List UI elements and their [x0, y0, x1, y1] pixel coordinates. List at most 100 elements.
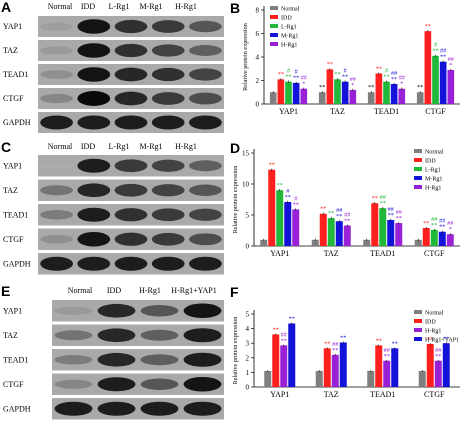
bar	[292, 82, 300, 104]
significance-mark: **	[443, 335, 449, 342]
bar	[375, 73, 383, 104]
x-tick-label: TAZ	[324, 390, 339, 399]
legend-label: IDD	[281, 16, 292, 22]
bar	[430, 229, 438, 246]
bar	[398, 88, 406, 104]
blot-band	[151, 44, 185, 57]
blot-band	[40, 234, 73, 244]
bar	[292, 209, 300, 246]
legend-swatch	[270, 6, 278, 10]
significance-mark: ##	[439, 218, 445, 225]
significance-mark: ##	[435, 347, 441, 354]
significance-mark: **	[425, 23, 431, 30]
bar	[331, 354, 339, 387]
protein-label: YAP1	[3, 161, 22, 170]
significance-mark: **	[396, 215, 402, 222]
x-tick-label: CTGF	[424, 249, 445, 258]
blot-band	[140, 354, 179, 366]
significance-mark: ##	[440, 48, 446, 55]
significance-mark: **	[376, 338, 382, 345]
legend-label: H-Rg1	[281, 43, 297, 49]
blot-band	[40, 209, 73, 220]
blot-band	[151, 184, 185, 197]
legend-swatch	[414, 310, 422, 314]
significance-mark: **	[439, 224, 445, 231]
significance-mark: **	[289, 316, 295, 323]
blot-band	[40, 162, 73, 170]
significance-mark: **	[383, 74, 389, 81]
bar	[341, 81, 349, 104]
blot-band	[77, 256, 111, 271]
blot-band	[183, 303, 222, 319]
panel-letter: C	[1, 139, 11, 155]
significance-mark: **	[368, 84, 374, 91]
bar	[371, 203, 379, 246]
bar	[300, 88, 308, 104]
blot-band	[189, 20, 222, 33]
blot-panel: C Normal IDD L-Rg1 M-Rg1 H-Rg1 YAP1 TAZ TEAD1 CTG…	[1, 139, 224, 275]
blot-band	[97, 377, 136, 392]
significance-mark: **	[332, 347, 338, 354]
lane-label: Normal	[48, 142, 73, 151]
significance-mark: **	[336, 213, 342, 220]
blot-band	[151, 256, 185, 271]
y-tick-label: 8	[256, 7, 260, 15]
significance-mark: #	[287, 68, 290, 75]
significance-mark: **	[327, 61, 333, 68]
legend-swatch	[270, 33, 278, 37]
significance-mark: **	[435, 353, 441, 360]
significance-mark: #	[294, 195, 297, 202]
significance-mark: **	[440, 54, 446, 61]
y-tick-label: 0	[246, 243, 250, 251]
lane-label: L-Rg1	[109, 142, 130, 151]
y-tick-label: 5	[246, 212, 250, 220]
blot-band	[54, 379, 93, 389]
significance-mark: **	[376, 65, 382, 72]
y-tick-label: 5	[246, 311, 250, 319]
blot-strip	[52, 398, 224, 420]
legend-swatch	[414, 337, 422, 341]
protein-label: TAZ	[3, 331, 18, 340]
legend-label: L-Rg1	[425, 168, 441, 174]
blot-band	[189, 92, 222, 105]
significance-mark: **	[328, 210, 334, 217]
y-tick-label: 4	[246, 325, 250, 333]
blot-band	[189, 160, 222, 172]
significance-mark: ##	[448, 56, 454, 63]
significance-mark: **	[423, 220, 429, 227]
bar	[439, 61, 447, 104]
blot-band	[140, 329, 179, 341]
blot-band	[140, 305, 179, 317]
blot-band	[151, 67, 185, 82]
protein-label: CTGF	[3, 235, 24, 244]
significance-mark: **	[319, 84, 325, 91]
blot-band	[40, 256, 73, 271]
significance-mark: *	[400, 81, 403, 88]
y-tick-label: 6	[256, 30, 260, 38]
blot-band	[54, 330, 93, 341]
significance-mark: *	[449, 226, 452, 233]
lane-label: H-Rg1	[175, 142, 197, 151]
blot-band	[97, 303, 136, 318]
bar	[264, 370, 272, 387]
legend-swatch	[414, 319, 422, 323]
bar	[323, 348, 331, 387]
legend-label: IDD	[425, 320, 436, 326]
y-axis-label: Relative protein expression	[232, 166, 239, 234]
panel-letter: F	[230, 284, 239, 300]
x-tick-label: TEAD1	[370, 249, 395, 258]
bar	[343, 225, 351, 246]
y-axis-label: Relative protein expression	[232, 317, 239, 385]
bar	[442, 343, 450, 387]
bar	[418, 370, 426, 387]
bar	[276, 190, 284, 246]
protein-label: TEAD1	[3, 210, 28, 219]
significance-mark: **	[372, 195, 378, 202]
bar	[434, 360, 442, 387]
blot-band	[54, 401, 93, 416]
protein-label: YAP1	[3, 22, 22, 31]
significance-mark: **	[391, 76, 397, 83]
blot-band	[114, 256, 148, 271]
significance-mark: **	[293, 201, 299, 208]
